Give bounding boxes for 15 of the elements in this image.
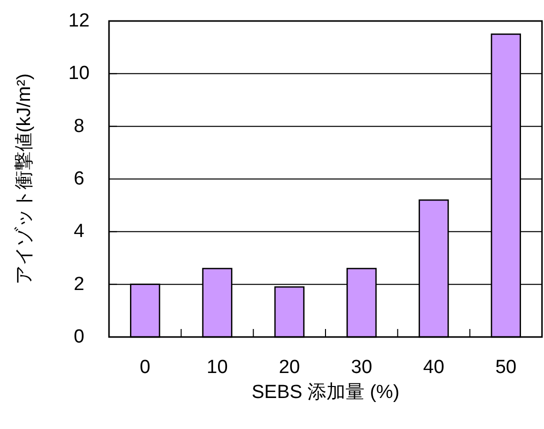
y-axis-title: アイゾット衝撃値(kJ/m²) [14, 73, 35, 285]
y-tick-label: 4 [74, 221, 85, 242]
y-tick-label: 2 [74, 274, 84, 295]
y-tick-label: 12 [68, 10, 90, 32]
x-axis-title: SEBS 添加量 (%) [252, 382, 400, 403]
y-tick-label: 10 [68, 63, 90, 84]
y-tick-label: 6 [74, 168, 84, 190]
x-tick-label: 50 [495, 357, 516, 378]
x-tick-label: 30 [351, 357, 372, 378]
x-tick-label: 40 [423, 357, 444, 378]
x-tick-label: 10 [206, 357, 228, 378]
y-tick-label: 8 [74, 116, 84, 137]
x-tick-label: 0 [140, 357, 150, 378]
x-tick-label: 20 [278, 357, 300, 378]
y-tick-label: 0 [74, 326, 84, 348]
